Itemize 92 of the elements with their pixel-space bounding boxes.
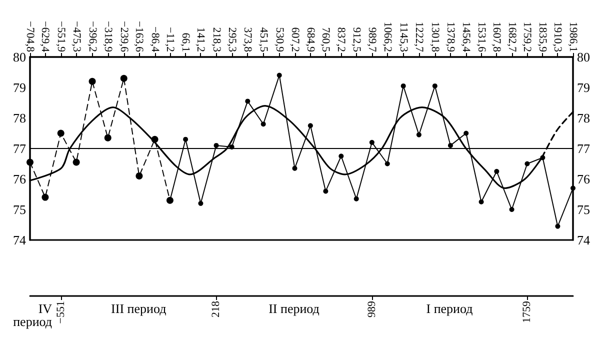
point [448, 142, 453, 148]
x2-tick-label: 1986,1 [567, 22, 579, 52]
x2-tick-label: 1378,9 [444, 22, 456, 52]
point [323, 188, 328, 194]
x2-tick-label: 1607,8 [490, 22, 503, 52]
x2-tick-label: 760,5 [320, 27, 332, 52]
x2-tick-label: 66,1 [180, 32, 192, 52]
y-tick-label: 78 [13, 110, 26, 126]
y2-tick-label: 77 [577, 141, 590, 156]
x2-tick-label: 373,8 [242, 27, 254, 52]
point [338, 154, 344, 159]
y-tick-label: 75 [13, 202, 26, 217]
point [88, 78, 96, 85]
x-tick-label: 1759 [521, 300, 534, 323]
x2-tick-label: −86,4 [148, 26, 161, 52]
x2-tick-label: 1682,7 [506, 22, 518, 52]
x2-tick-label: 1145,3 [397, 22, 410, 52]
x-tick-label: 989 [366, 300, 378, 318]
x-tick-label: 218 [210, 300, 222, 318]
x2-tick-label: −396,2 [86, 21, 98, 52]
y-tick-label: 80 [13, 50, 26, 64]
point [384, 161, 390, 166]
text: II период [268, 301, 320, 316]
x2-tick-label: 684,9 [304, 27, 316, 52]
y2-tick-label: 80 [577, 50, 590, 64]
x2-tick-label: 1910,3 [552, 22, 564, 52]
x2-tick-label: 1222,7 [412, 22, 425, 52]
x2-tick-label: 451,5 [257, 27, 270, 52]
point [416, 132, 422, 138]
point [276, 72, 282, 78]
point [432, 83, 438, 88]
point [369, 140, 374, 145]
x2-tick-label: 1456,4 [460, 22, 472, 52]
y2-tick-label: 76 [577, 172, 590, 186]
x2-tick-label: 837,2 [335, 27, 348, 52]
x2-tick-label: −239,6 [118, 21, 130, 52]
point [198, 200, 204, 206]
x2-tick-label: −551,9 [54, 21, 67, 52]
text: I период [426, 301, 474, 316]
point [136, 172, 143, 180]
y2-tick-label: 79 [577, 80, 590, 95]
point [260, 122, 266, 127]
point [570, 186, 576, 191]
point [354, 196, 359, 202]
x2-tick-label: −318,9 [102, 21, 114, 52]
y2-tick-label: 74 [577, 232, 590, 248]
x2-tick-label: 607,2 [288, 27, 301, 52]
point [151, 136, 158, 143]
x2-tick-label: 1759,2 [521, 22, 534, 52]
x2-tick-label: 295,3 [226, 27, 238, 52]
x2-tick-label: 218,3 [210, 27, 222, 52]
x2-tick-label: 912,5 [350, 27, 362, 52]
x2-tick-label: −11,2 [164, 26, 176, 52]
point [478, 199, 484, 204]
point [509, 207, 514, 212]
text: IV период [13, 301, 53, 329]
x2-tick-label: −163,6 [133, 21, 146, 52]
point [214, 142, 219, 148]
point [245, 98, 250, 104]
point [308, 123, 313, 128]
x2-tick-label: 530,9 [273, 27, 286, 52]
y-tick-label: 74 [13, 232, 26, 248]
y-tick-label: 77 [13, 141, 26, 156]
x2-tick-label: −629,4 [39, 21, 52, 52]
point [183, 136, 188, 142]
x2-tick-label: 1301,8 [428, 22, 441, 52]
point [540, 155, 546, 160]
point [400, 83, 406, 88]
text: III период [111, 301, 167, 316]
point [464, 130, 469, 136]
point [26, 158, 34, 166]
y-tick-label: 76 [13, 172, 26, 186]
point [42, 194, 49, 201]
x2-tick-label: 989,7 [366, 27, 378, 52]
point [57, 130, 64, 137]
x2-tick-label: −704,8 [24, 21, 36, 52]
point [104, 134, 112, 142]
point [72, 158, 80, 166]
x-tick-label: −551 [55, 301, 68, 324]
y-tick-label: 79 [13, 80, 26, 95]
x2-tick-label: 1835,9 [536, 22, 549, 52]
x2-tick-label: 1066,2 [381, 22, 394, 52]
x2-tick-label: 141,2 [194, 27, 207, 52]
point [494, 168, 500, 174]
point [120, 74, 128, 82]
x2-tick-label: 1531,6 [475, 22, 488, 52]
point [524, 161, 530, 166]
y2-tick-label: 75 [577, 202, 590, 217]
point [292, 166, 298, 171]
x2-tick-label: −475,3 [70, 21, 82, 52]
y2-tick-label: 78 [577, 110, 590, 126]
point [555, 224, 560, 229]
